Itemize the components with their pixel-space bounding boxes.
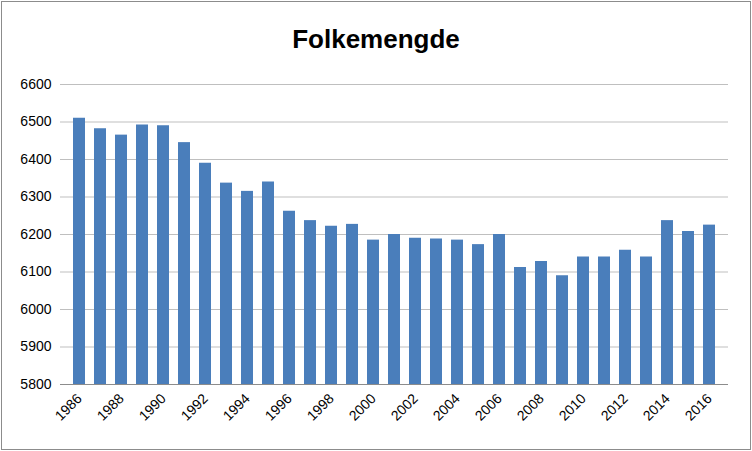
svg-text:1988: 1988 <box>93 390 126 423</box>
svg-text:2014: 2014 <box>639 390 672 423</box>
svg-text:2012: 2012 <box>597 390 630 423</box>
svg-text:1998: 1998 <box>303 390 336 423</box>
svg-text:1992: 1992 <box>177 390 210 423</box>
svg-text:5900: 5900 <box>20 338 51 354</box>
svg-text:2016: 2016 <box>681 390 714 423</box>
svg-text:6300: 6300 <box>20 188 51 204</box>
svg-text:6400: 6400 <box>20 151 51 167</box>
svg-text:2010: 2010 <box>555 390 588 423</box>
svg-text:6000: 6000 <box>20 301 51 317</box>
svg-text:6500: 6500 <box>20 113 51 129</box>
svg-text:1986: 1986 <box>51 390 84 423</box>
svg-text:2002: 2002 <box>387 390 420 423</box>
svg-text:2004: 2004 <box>429 390 462 423</box>
svg-text:2008: 2008 <box>513 390 546 423</box>
svg-text:1990: 1990 <box>135 390 168 423</box>
svg-text:6200: 6200 <box>20 226 51 242</box>
svg-text:1994: 1994 <box>219 390 252 423</box>
svg-text:2000: 2000 <box>345 390 378 423</box>
svg-text:6600: 6600 <box>20 76 51 92</box>
svg-text:6100: 6100 <box>20 263 51 279</box>
html-text:Folkemengde: Folkemengde <box>292 24 460 54</box>
svg-text:5800: 5800 <box>20 376 51 392</box>
svg-text:1996: 1996 <box>261 390 294 423</box>
svg-text:2006: 2006 <box>471 390 504 423</box>
